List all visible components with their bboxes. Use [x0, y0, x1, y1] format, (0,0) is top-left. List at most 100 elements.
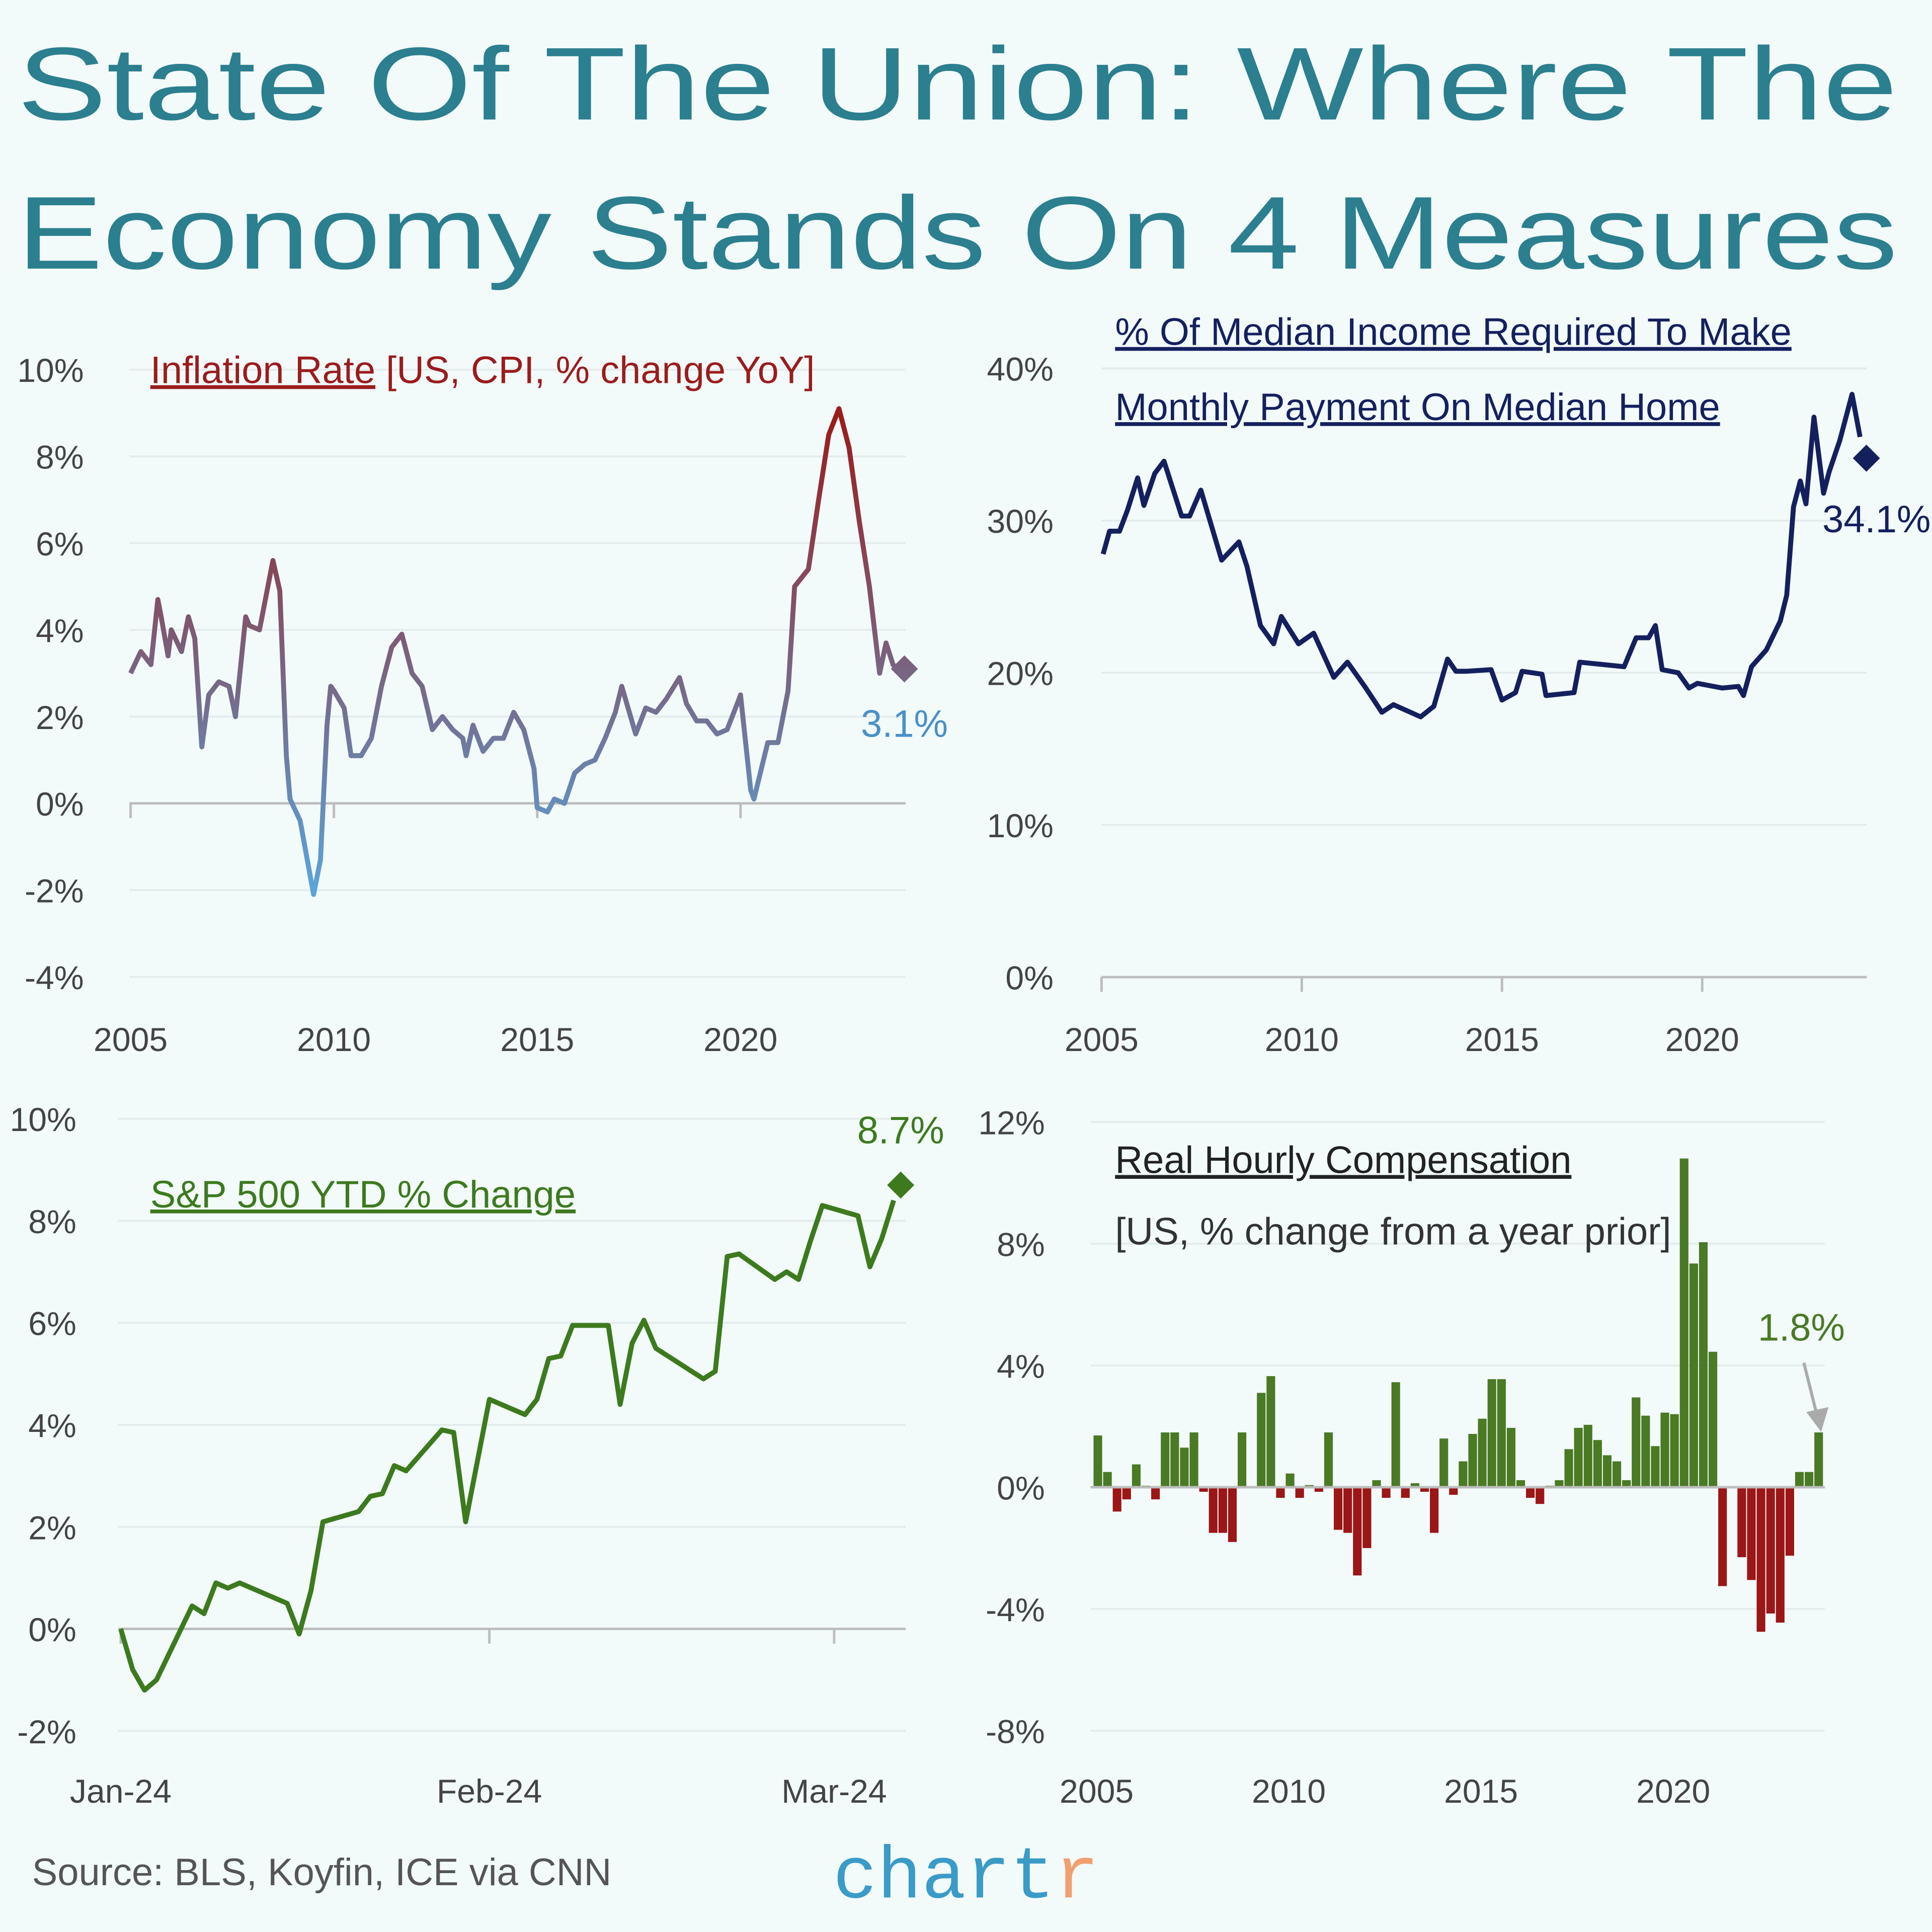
bar: [1660, 1412, 1669, 1487]
chart-title-main: Inflation Rate: [150, 349, 375, 392]
bar: [1555, 1480, 1564, 1487]
bar: [1430, 1487, 1439, 1533]
bar: [1679, 1158, 1688, 1487]
bar: [1410, 1483, 1419, 1487]
bar: [1516, 1480, 1525, 1487]
bar: [1497, 1379, 1506, 1487]
x-tick-label: 2015: [1465, 1021, 1539, 1059]
bar: [1536, 1487, 1545, 1504]
bar: [1161, 1432, 1170, 1487]
bar: [1766, 1487, 1775, 1614]
y-tick-label: 10%: [10, 1101, 76, 1139]
y-tick-label: -2%: [17, 1714, 76, 1751]
bar: [1189, 1432, 1198, 1487]
bar: [1612, 1461, 1622, 1487]
x-tick-label: 2005: [1060, 1773, 1134, 1810]
annotation-arrowhead: [1806, 1407, 1829, 1432]
chartr-logo: chartr: [833, 1836, 1099, 1920]
bar: [1266, 1376, 1275, 1487]
logo-accent: r: [1055, 1836, 1099, 1920]
y-tick-label: 10%: [987, 808, 1054, 845]
chart-title: Real Hourly Compensation: [1115, 1139, 1571, 1181]
bar: [1795, 1472, 1804, 1487]
bar: [1814, 1432, 1823, 1487]
y-tick-label: 0%: [36, 786, 84, 823]
x-tick-label: 2015: [1444, 1773, 1518, 1810]
bar: [1459, 1461, 1468, 1487]
bar: [1785, 1487, 1794, 1556]
chart-title: Inflation Rate [US, CPI, % change YoY]: [150, 349, 815, 392]
bar: [1209, 1487, 1218, 1533]
bar: [1151, 1487, 1160, 1500]
y-tick-label: 2%: [36, 699, 84, 737]
annotation-arrow: [1802, 1362, 1818, 1413]
bar: [1180, 1447, 1189, 1487]
series-line: [128, 406, 899, 897]
bar: [1093, 1435, 1102, 1487]
x-tick-label: Mar-24: [781, 1773, 887, 1810]
bar: [1362, 1487, 1372, 1548]
bar: [1593, 1440, 1602, 1487]
bar: [1343, 1487, 1352, 1533]
x-tick-label: 2010: [1265, 1021, 1339, 1059]
bar: [1487, 1379, 1496, 1487]
y-tick-label: 6%: [36, 526, 84, 563]
bar: [1334, 1487, 1343, 1530]
end-value-label: 3.1%: [861, 702, 948, 745]
y-tick-label: 12%: [978, 1105, 1044, 1142]
bar: [1709, 1351, 1718, 1487]
bar: [1699, 1242, 1708, 1487]
y-tick-label: -4%: [986, 1591, 1045, 1629]
bar: [1602, 1455, 1612, 1487]
source-note: Source: BLS, Koyfin, ICE via CNN: [32, 1851, 612, 1894]
y-tick-label: 8%: [28, 1203, 76, 1241]
bar: [1420, 1487, 1429, 1492]
series-line: [1100, 391, 1863, 719]
bar: [1199, 1487, 1208, 1492]
bar: [1468, 1434, 1477, 1487]
bar: [1747, 1487, 1756, 1580]
bar: [1112, 1487, 1121, 1512]
bar: [1689, 1263, 1698, 1487]
end-value-label: 1.8%: [1758, 1306, 1845, 1349]
chart-title-line-1: % Of Median Income Required To Make: [1115, 311, 1791, 354]
bar: [1295, 1487, 1304, 1498]
bar: [1526, 1487, 1535, 1498]
end-marker-diamond: [891, 655, 918, 683]
bar: [1170, 1432, 1179, 1487]
y-tick-label: 0%: [997, 1470, 1045, 1507]
y-tick-label: 4%: [28, 1407, 76, 1444]
page-title-line-2: Economy Stands On 4 Measures: [17, 175, 1897, 291]
bar: [1324, 1432, 1333, 1487]
bar: [1574, 1427, 1583, 1487]
bar: [1449, 1487, 1458, 1495]
housing-affordability-chart: 40% 30% 20% 10% 0% 2005 2010 2015 2020 % Of Media…: [987, 311, 1931, 1059]
bar: [1218, 1487, 1227, 1533]
inflation-chart: 10% 8% 6% 4% 2% 0% -2% -4% 2005 2010 2015 2020 Infla…: [17, 349, 948, 1059]
bar: [1506, 1427, 1515, 1487]
series-line: [118, 1199, 896, 1693]
bar: [1391, 1382, 1400, 1487]
y-tick-label: 40%: [987, 351, 1054, 388]
x-tick-label: 2010: [297, 1021, 371, 1059]
x-tick-label: 2005: [94, 1021, 168, 1059]
y-tick-label: 4%: [997, 1348, 1045, 1385]
x-tick-label: 2005: [1065, 1021, 1139, 1059]
y-tick-label: 4%: [36, 612, 84, 650]
y-tick-label: 8%: [36, 439, 84, 476]
bar: [1122, 1487, 1131, 1500]
bar: [1132, 1464, 1141, 1487]
y-tick-label: -4%: [25, 959, 84, 997]
page-title-line-1: State Of The Union: Where The: [17, 26, 1897, 142]
y-tick-label: -2%: [25, 873, 84, 910]
x-tick-label: 2020: [1636, 1773, 1710, 1810]
chart-subtitle: [US, CPI, % change YoY]: [375, 349, 815, 392]
chart-title-line-2: Monthly Payment On Median Home: [1115, 386, 1720, 429]
y-tick-label: 2%: [28, 1509, 76, 1547]
bar: [1632, 1397, 1641, 1487]
bar: [1238, 1432, 1247, 1487]
bar: [1353, 1487, 1362, 1576]
chart-title: S&P 500 YTD % Change: [150, 1173, 576, 1216]
